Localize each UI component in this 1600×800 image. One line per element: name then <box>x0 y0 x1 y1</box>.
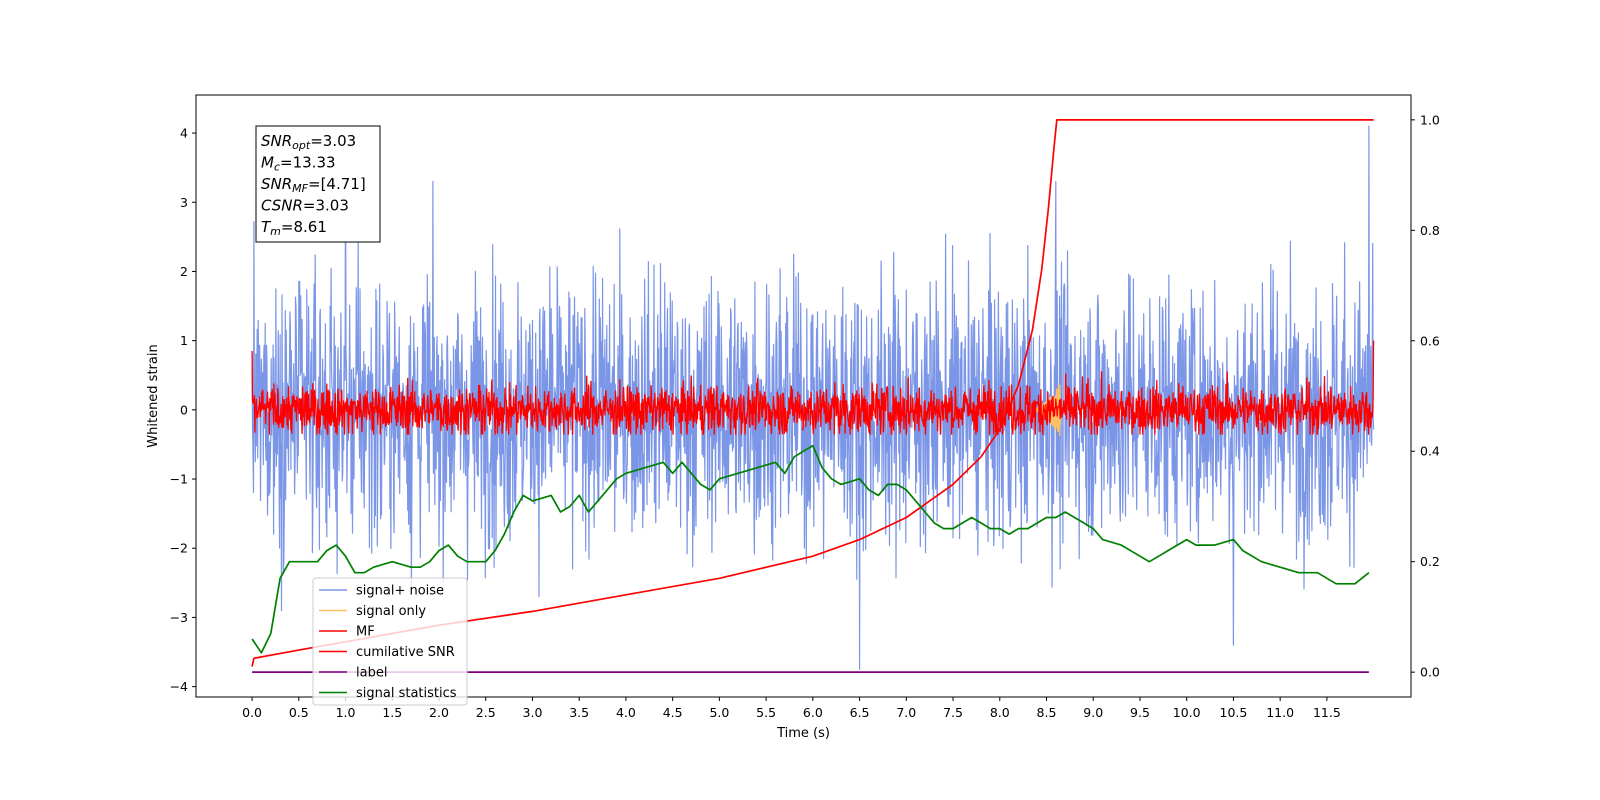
annotation-line: Tm=8.61 <box>261 218 327 238</box>
y2-tick-label: 1.0 <box>1420 112 1440 127</box>
annotation-line: Mc=13.33 <box>261 154 336 174</box>
x-tick-label: 2.0 <box>429 705 449 720</box>
y-tick-label: 4 <box>180 126 188 141</box>
x-tick-label: 10.5 <box>1220 705 1248 720</box>
x-tick-label: 9.5 <box>1130 705 1150 720</box>
x-tick-label: 5.5 <box>756 705 776 720</box>
y2-tick-label: 0.2 <box>1420 554 1440 569</box>
y-axis-left: 4 3 2 1 0 −1 −2 −3 −4 <box>170 126 196 694</box>
x-tick-label: 8.5 <box>1037 705 1057 720</box>
legend-entry: signal only <box>356 604 426 619</box>
y-tick-label: 2 <box>180 264 188 279</box>
x-axis-label: Time (s) <box>776 726 830 741</box>
x-tick-label: 0.5 <box>289 705 309 720</box>
x-tick-label: 4.0 <box>616 705 636 720</box>
legend-entry: cumilative SNR <box>356 645 455 660</box>
legend-frame <box>312 577 468 706</box>
signal-statistics-series <box>251 444 1370 654</box>
y-tick-label: 1 <box>180 333 188 348</box>
x-tick-label: 6.0 <box>803 705 823 720</box>
x-tick-label: 3.0 <box>523 705 543 720</box>
annotation-line: SNRMF=[4.71] <box>261 175 366 195</box>
x-tick-label: 5.0 <box>709 705 729 720</box>
y-tick-label: −2 <box>170 541 188 556</box>
y-tick-label: −3 <box>170 610 188 625</box>
x-tick-label: 6.5 <box>850 705 870 720</box>
mf-series <box>251 340 1375 435</box>
annotation-line: SNRopt=3.03 <box>261 132 356 152</box>
annotation-line: CSNR=3.03 <box>261 197 349 215</box>
x-tick-label: 11.0 <box>1266 705 1294 720</box>
signal-noise-series <box>251 125 1375 670</box>
annotation-frame <box>255 125 381 243</box>
x-tick-label: 4.5 <box>663 705 683 720</box>
legend-entry: signal statistics <box>356 686 457 701</box>
x-tick-label: 7.5 <box>943 705 963 720</box>
legend-entry: label <box>356 666 387 681</box>
y-tick-label: 0 <box>180 402 188 417</box>
y2-tick-label: 0.4 <box>1420 444 1440 459</box>
x-tick-label: 2.5 <box>476 705 496 720</box>
y-axis-label: Whitened strain <box>146 344 161 447</box>
y-tick-label: −1 <box>170 472 188 487</box>
x-tick-label: 0.0 <box>242 705 262 720</box>
y2-tick-label: 0.0 <box>1420 665 1440 680</box>
x-tick-label: 7.0 <box>896 705 916 720</box>
x-tick-label: 9.0 <box>1083 705 1103 720</box>
x-tick-label: 1.0 <box>336 705 356 720</box>
legend: signal+ noise signal only MF cumilative SNR… <box>312 577 468 706</box>
x-axis: 0.0 0.5 1.0 1.5 2.0 2.5 3.0 3.5 4.0 4.5 5.0 5.5 6.0 6… <box>242 697 1341 720</box>
x-tick-label: 8.0 <box>990 705 1010 720</box>
x-tick-label: 11.5 <box>1313 705 1341 720</box>
y-tick-label: −4 <box>170 679 188 694</box>
legend-entry: signal+ noise <box>356 584 444 599</box>
legend-entry: MF <box>356 625 375 640</box>
y2-tick-label: 0.8 <box>1420 223 1440 238</box>
y2-tick-label: 0.6 <box>1420 333 1440 348</box>
x-tick-label: 10.0 <box>1173 705 1201 720</box>
x-tick-label: 1.5 <box>382 705 402 720</box>
y-axis-right: 1.0 0.8 0.6 0.4 0.2 0.0 <box>1411 112 1440 680</box>
plot-frame <box>195 94 1412 698</box>
y-tick-label: 3 <box>180 195 188 210</box>
x-tick-label: 3.5 <box>569 705 589 720</box>
